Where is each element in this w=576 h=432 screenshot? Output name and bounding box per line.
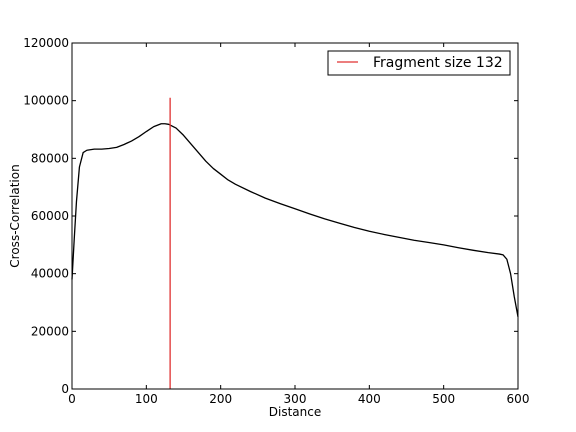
x-tick-label: 100 bbox=[135, 392, 158, 406]
y-tick-label: 100000 bbox=[23, 94, 69, 108]
y-tick-label: 80000 bbox=[31, 151, 69, 165]
x-tick-label: 500 bbox=[432, 392, 455, 406]
axes: 0 100 200 300 400 500 600 0 20000 40000 60000 80000… bbox=[23, 36, 529, 406]
y-tick-label: 120000 bbox=[23, 36, 69, 50]
y-tick-label: 60000 bbox=[31, 209, 69, 223]
x-axis-label: Distance bbox=[269, 405, 321, 419]
y-tick-label: 20000 bbox=[31, 324, 69, 338]
legend-box bbox=[327, 50, 511, 76]
x-tick-label: 200 bbox=[209, 392, 232, 406]
x-tick-label: 300 bbox=[284, 392, 307, 406]
x-tick-label: 400 bbox=[358, 392, 381, 406]
series-cross-correlation-line bbox=[71, 123, 519, 318]
x-tick-label: 600 bbox=[507, 392, 530, 406]
y-tick-label: 0 bbox=[61, 382, 69, 396]
legend-label-fragment-size: Fragment size 132 bbox=[373, 55, 503, 71]
plot-area bbox=[71, 97, 519, 389]
x-tick-label: 0 bbox=[68, 392, 76, 406]
y-axis-label: Cross-Correlation bbox=[8, 164, 22, 267]
legend: Fragment size 132 bbox=[327, 50, 511, 76]
y-tick-label: 40000 bbox=[31, 267, 69, 281]
